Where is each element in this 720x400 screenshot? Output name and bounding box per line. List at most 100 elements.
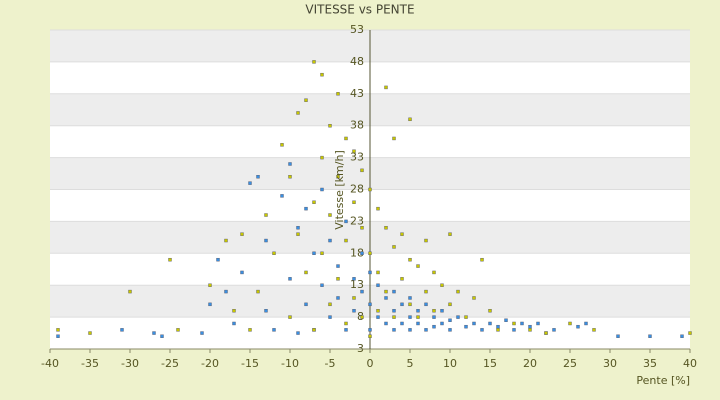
scatter-point — [392, 136, 396, 141]
scatter-point — [224, 289, 228, 294]
scatter-point — [392, 245, 396, 249]
scatter-point — [416, 309, 420, 313]
scatter-point — [536, 321, 540, 326]
scatter-point — [336, 175, 340, 179]
scatter-point — [168, 257, 172, 262]
scatter-point — [432, 315, 436, 319]
scatter-point — [320, 283, 324, 287]
scatter-point — [288, 315, 292, 319]
x-tick-label: -25 — [161, 357, 179, 370]
scatter-point — [320, 155, 324, 160]
scatter-point — [552, 328, 556, 332]
scatter-point — [320, 72, 324, 77]
scatter-point — [688, 331, 692, 335]
scatter-point — [408, 257, 412, 262]
scatter-point — [232, 309, 236, 313]
chart-title: VITESSE vs PENTE — [305, 3, 414, 17]
y-tick-label: 13 — [350, 278, 364, 291]
scatter-point — [368, 302, 372, 307]
scatter-point — [344, 328, 348, 332]
scatter-point — [440, 309, 444, 313]
x-tick-label: 25 — [563, 357, 577, 370]
scatter-point — [576, 324, 580, 329]
scatter-point — [344, 219, 348, 224]
scatter-point — [240, 270, 244, 275]
scatter-point — [400, 232, 404, 236]
scatter-point — [328, 123, 332, 128]
scatter-point — [584, 321, 588, 326]
x-tick-label: 5 — [407, 357, 414, 370]
scatter-point — [264, 309, 268, 313]
scatter-point — [432, 324, 436, 329]
x-tick-label: -20 — [201, 357, 219, 370]
scatter-point — [568, 321, 572, 326]
scatter-point — [408, 117, 412, 122]
scatter-point — [312, 60, 316, 64]
scatter-point — [456, 315, 460, 319]
scatter-point — [400, 302, 404, 307]
scatter-point — [392, 289, 396, 294]
scatter-point — [368, 187, 372, 192]
y-tick-label: 53 — [350, 23, 364, 36]
scatter-point — [392, 315, 396, 319]
scatter-point — [504, 318, 508, 322]
scatter-point — [440, 321, 444, 326]
scatter-point — [376, 206, 380, 211]
scatter-point — [312, 328, 316, 332]
scatter-point — [424, 302, 428, 307]
scatter-point — [448, 328, 452, 332]
y-tick-label: 38 — [350, 119, 364, 132]
scatter-point — [368, 251, 372, 256]
scatter-point — [496, 324, 500, 329]
scatter-point — [400, 277, 404, 281]
scatter-point — [368, 270, 372, 275]
scatter-point — [392, 309, 396, 313]
scatter-point — [312, 200, 316, 204]
scatter-point — [56, 334, 60, 338]
scatter-point — [424, 328, 428, 332]
scatter-point — [424, 289, 428, 294]
scatter-point — [408, 296, 412, 300]
scatter-point — [304, 206, 308, 211]
scatter-point — [320, 187, 324, 192]
scatter-point — [464, 324, 468, 329]
scatter-point — [232, 321, 236, 326]
scatter-point — [384, 321, 388, 326]
scatter-point — [200, 331, 204, 335]
scatter-point — [360, 289, 364, 294]
scatter-point — [328, 238, 332, 243]
scatter-point — [408, 328, 412, 332]
scatter-point — [360, 315, 364, 319]
scatter-point — [496, 328, 500, 332]
scatter-point — [352, 149, 356, 153]
scatter-point — [400, 321, 404, 326]
scatter-point — [56, 328, 60, 332]
scatter-point — [472, 296, 476, 300]
scatter-point — [408, 302, 412, 307]
scatter-point — [384, 226, 388, 230]
scatter-point — [264, 213, 268, 217]
scatter-point — [464, 315, 468, 319]
scatter-point — [240, 232, 244, 236]
y-tick-label: 28 — [350, 183, 364, 196]
scatter-point — [360, 251, 364, 256]
scatter-point — [288, 175, 292, 179]
x-tick-label: -5 — [325, 357, 336, 370]
x-tick-label: 40 — [683, 357, 697, 370]
x-tick-label: -15 — [241, 357, 259, 370]
scatter-point — [312, 251, 316, 256]
scatter-point — [488, 309, 492, 313]
scatter-point — [224, 238, 228, 243]
scatter-point — [384, 296, 388, 300]
plot-area: 38131823283338434853-40-35-30-25-20-15-1… — [41, 23, 697, 370]
scatter-point — [448, 318, 452, 322]
scatter-point — [120, 328, 124, 332]
y-axis-label: Vitesse [km/h] — [333, 150, 346, 230]
scatter-point — [256, 289, 260, 294]
scatter-point — [336, 264, 340, 268]
scatter-point — [408, 315, 412, 319]
scatter-point — [528, 324, 532, 329]
scatter-point — [336, 277, 340, 281]
scatter-point — [304, 302, 308, 307]
scatter-point — [512, 321, 516, 326]
